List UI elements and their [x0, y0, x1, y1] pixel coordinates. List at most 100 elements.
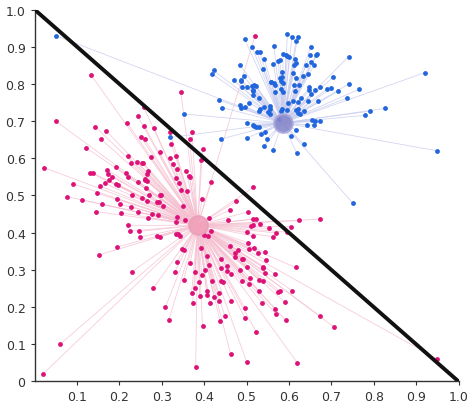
Point: [249, 233, 257, 240]
Point: [126, 228, 134, 235]
Point: [295, 218, 303, 224]
Point: [241, 104, 249, 111]
Point: [255, 277, 263, 284]
Point: [253, 50, 261, 56]
Point: [270, 44, 278, 51]
Point: [304, 98, 312, 105]
Point: [137, 135, 145, 142]
Point: [206, 300, 214, 306]
Point: [244, 229, 251, 236]
Point: [284, 54, 292, 61]
Point: [221, 313, 228, 320]
Point: [312, 53, 320, 59]
Point: [101, 181, 109, 187]
Point: [170, 162, 177, 168]
Point: [251, 33, 259, 40]
Point: [283, 53, 290, 60]
Point: [227, 298, 235, 304]
Point: [234, 247, 242, 254]
Point: [173, 214, 181, 221]
Point: [196, 279, 203, 285]
Point: [217, 278, 225, 284]
Point: [277, 78, 284, 85]
Point: [93, 191, 101, 197]
Point: [329, 75, 337, 81]
Point: [310, 123, 318, 129]
Point: [199, 323, 206, 330]
Point: [282, 317, 290, 324]
Point: [189, 300, 197, 307]
Point: [251, 83, 258, 90]
Point: [171, 270, 178, 276]
Point: [270, 61, 277, 67]
Point: [278, 75, 286, 81]
Point: [224, 217, 231, 224]
Point: [172, 220, 180, 226]
Point: [284, 100, 292, 107]
Point: [91, 124, 99, 130]
Point: [166, 135, 174, 142]
Point: [156, 192, 164, 198]
Point: [204, 233, 212, 240]
Point: [246, 247, 253, 253]
Point: [40, 165, 47, 171]
Point: [307, 52, 314, 59]
Point: [142, 185, 150, 192]
Point: [194, 222, 201, 229]
Point: [290, 71, 297, 77]
Point: [196, 293, 203, 300]
Point: [218, 105, 226, 112]
Point: [144, 171, 151, 178]
Point: [98, 202, 106, 208]
Point: [138, 196, 146, 202]
Point: [205, 262, 213, 268]
Point: [141, 176, 148, 183]
Point: [185, 173, 193, 180]
Point: [256, 106, 264, 113]
Point: [168, 142, 175, 148]
Point: [241, 37, 248, 43]
Point: [136, 234, 144, 240]
Point: [366, 109, 374, 115]
Point: [240, 74, 247, 81]
Point: [243, 135, 251, 142]
Point: [182, 168, 190, 174]
Point: [95, 252, 102, 258]
Point: [78, 197, 86, 204]
Point: [335, 89, 342, 95]
Point: [237, 78, 245, 85]
Point: [180, 277, 187, 283]
Point: [180, 204, 187, 210]
Point: [209, 278, 216, 285]
Point: [361, 113, 369, 119]
Point: [261, 249, 269, 256]
Point: [287, 133, 295, 140]
Point: [155, 199, 163, 206]
Point: [248, 44, 255, 51]
Point: [227, 207, 234, 213]
Point: [290, 63, 298, 69]
Point: [266, 103, 274, 110]
Point: [228, 271, 235, 277]
Point: [153, 200, 161, 206]
Point: [186, 260, 194, 267]
Point: [296, 112, 304, 118]
Point: [255, 96, 263, 102]
Point: [292, 107, 299, 114]
Point: [112, 181, 120, 187]
Point: [135, 209, 142, 216]
Point: [96, 183, 103, 190]
Point: [186, 174, 193, 181]
Point: [203, 254, 211, 260]
Point: [302, 63, 310, 70]
Point: [270, 234, 277, 240]
Point: [188, 290, 195, 296]
Point: [191, 285, 199, 291]
Point: [255, 125, 263, 131]
Point: [145, 192, 153, 198]
Point: [207, 228, 215, 235]
Point: [421, 70, 428, 77]
Point: [345, 81, 353, 88]
Point: [134, 113, 141, 120]
Point: [328, 85, 335, 92]
